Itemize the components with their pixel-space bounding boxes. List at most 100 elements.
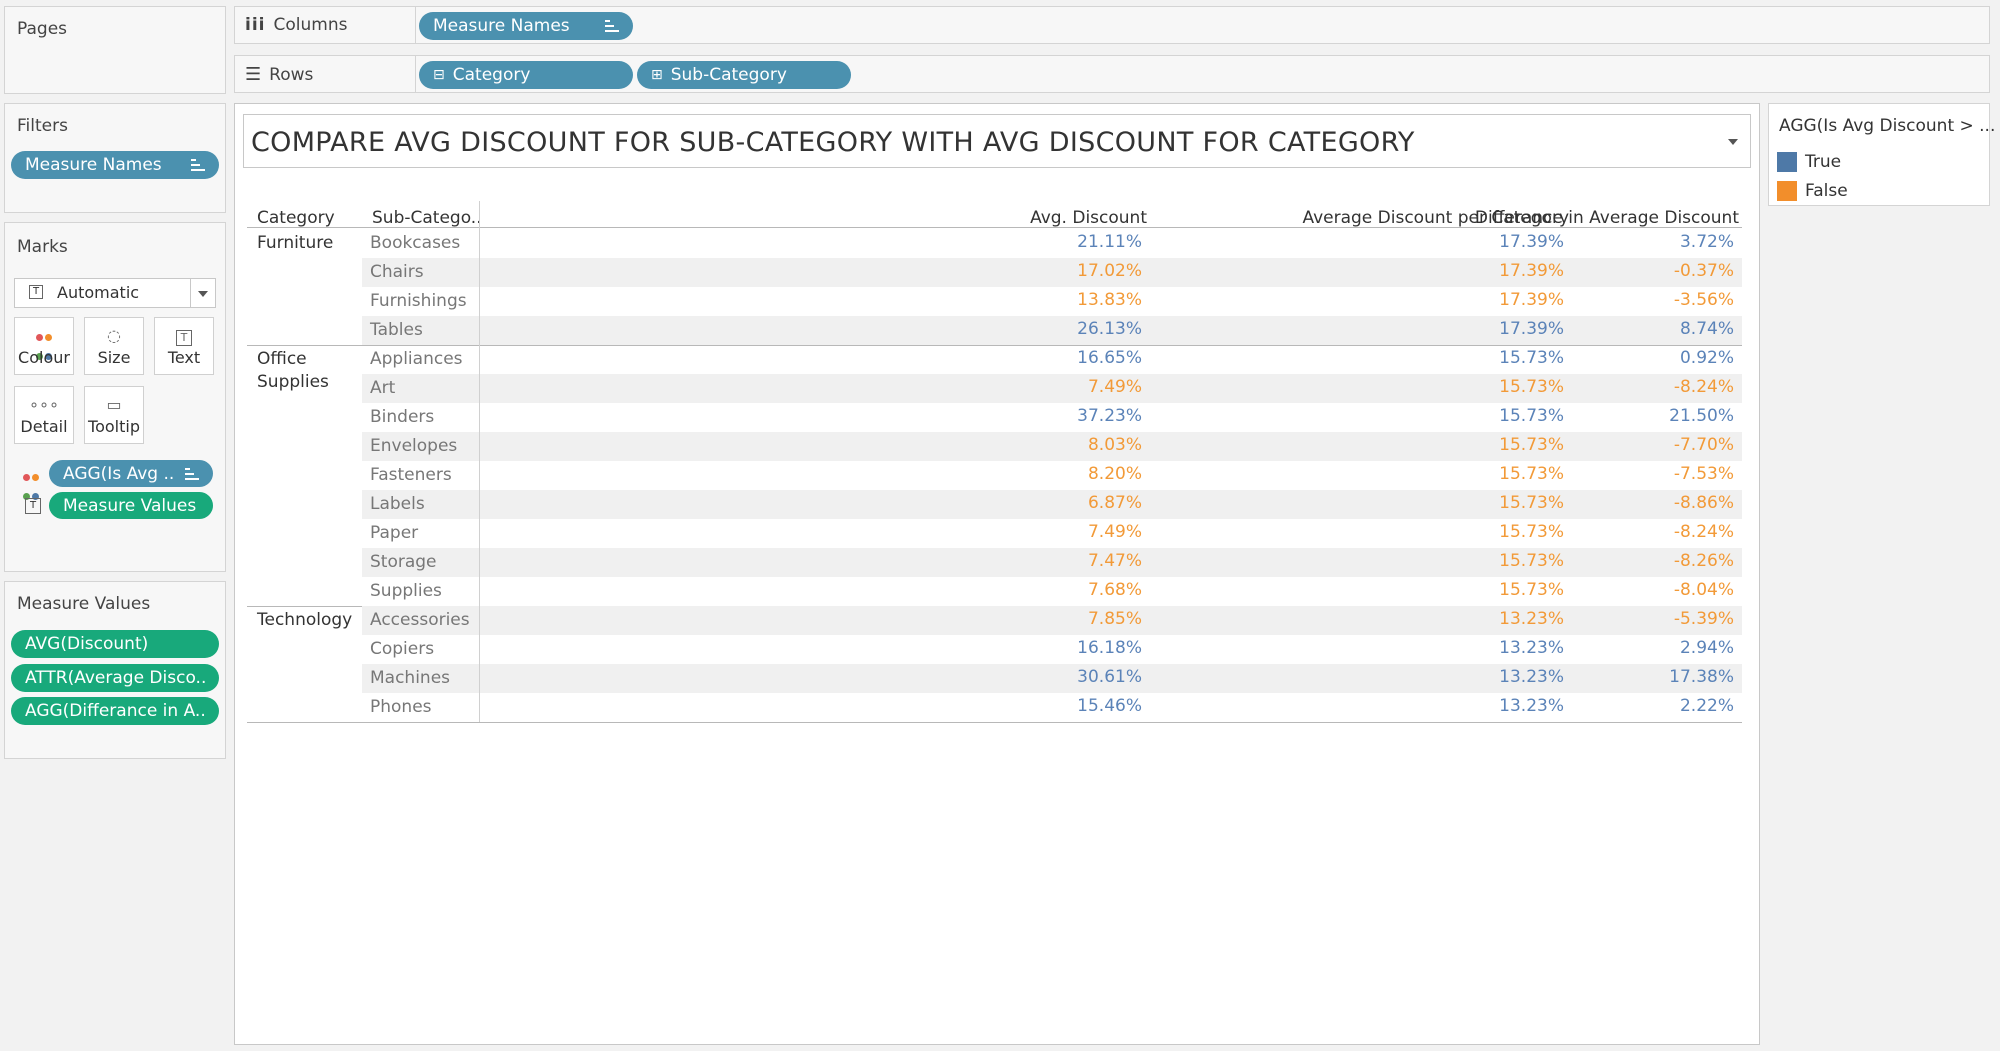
sub-category-cell[interactable]: Machines [370, 668, 451, 688]
mark-type-select[interactable]: T Automatic [14, 278, 216, 308]
sub-category-cell[interactable]: Chairs [370, 262, 424, 282]
sub-category-cell[interactable]: Binders [370, 407, 435, 427]
category-cell[interactable]: Technology [257, 610, 353, 630]
legend-item-false[interactable]: False [1777, 181, 1848, 201]
category-avg-discount-cell[interactable]: 13.23% [1499, 667, 1564, 687]
table-row[interactable]: Furnishings 13.83% 17.39% -3.56% [362, 287, 1742, 316]
measure-value-pill[interactable]: ATTR(Average Disco.. [11, 664, 219, 692]
table-row[interactable]: Supplies 7.68% 15.73% -8.04% [362, 577, 1742, 606]
category-avg-discount-cell[interactable]: 15.73% [1499, 493, 1564, 513]
header-differance-in-average-discount[interactable]: Differance in Average Discount [1474, 208, 1739, 228]
difference-cell[interactable]: 0.92% [1679, 348, 1734, 368]
detail-button[interactable]: ∘∘∘ Detail [14, 386, 74, 444]
sub-category-cell[interactable]: Paper [370, 523, 419, 543]
avg-discount-cell[interactable]: 8.03% [1087, 435, 1142, 455]
category-avg-discount-cell[interactable]: 15.73% [1499, 522, 1564, 542]
avg-discount-cell[interactable]: 13.83% [1077, 290, 1142, 310]
sub-category-cell[interactable]: Accessories [370, 610, 470, 630]
sub-category-cell[interactable]: Bookcases [370, 233, 461, 253]
difference-cell[interactable]: -0.37% [1673, 261, 1734, 281]
sub-category-cell[interactable]: Labels [370, 494, 425, 514]
avg-discount-cell[interactable]: 7.49% [1087, 377, 1142, 397]
collapse-icon[interactable]: ⊟ [433, 67, 445, 83]
avg-discount-cell[interactable]: 7.49% [1087, 522, 1142, 542]
sub-category-cell[interactable]: Fasteners [370, 465, 452, 485]
table-row[interactable]: Storage 7.47% 15.73% -8.26% [362, 548, 1742, 577]
difference-cell[interactable]: -3.56% [1673, 290, 1734, 310]
colour-button[interactable]: Colour [14, 317, 74, 375]
category-avg-discount-cell[interactable]: 15.73% [1499, 406, 1564, 426]
difference-cell[interactable]: -7.70% [1673, 435, 1734, 455]
category-avg-discount-cell[interactable]: 13.23% [1499, 638, 1564, 658]
difference-cell[interactable]: 3.72% [1679, 232, 1734, 252]
category-avg-discount-cell[interactable]: 13.23% [1499, 696, 1564, 716]
avg-discount-cell[interactable]: 26.13% [1077, 319, 1142, 339]
table-row[interactable]: Tables 26.13% 17.39% 8.74% [362, 316, 1742, 345]
sub-category-cell[interactable]: Supplies [370, 581, 442, 601]
tooltip-button[interactable]: ▭ Tooltip [84, 386, 144, 444]
category-avg-discount-cell[interactable]: 15.73% [1499, 551, 1564, 571]
sub-category-cell[interactable]: Phones [370, 697, 432, 717]
table-row[interactable]: Paper 7.49% 15.73% -8.24% [362, 519, 1742, 548]
table-row[interactable]: Copiers 16.18% 13.23% 2.94% [362, 635, 1742, 664]
legend-title[interactable]: AGG(Is Avg Discount > ... [1779, 116, 1996, 136]
rows-sub-category-pill[interactable]: ⊞ Sub-Category [637, 61, 851, 89]
table-row[interactable]: Binders 37.23% 15.73% 21.50% [362, 403, 1742, 432]
avg-discount-cell[interactable]: 8.20% [1087, 464, 1142, 484]
sub-category-cell[interactable]: Envelopes [370, 436, 458, 456]
difference-cell[interactable]: -5.39% [1673, 609, 1734, 629]
filter-measure-names-pill[interactable]: Measure Names [11, 151, 219, 179]
category-avg-discount-cell[interactable]: 17.39% [1499, 261, 1564, 281]
table-row[interactable]: Fasteners 8.20% 15.73% -7.53% [362, 461, 1742, 490]
avg-discount-cell[interactable]: 6.87% [1087, 493, 1142, 513]
avg-discount-cell[interactable]: 7.47% [1087, 551, 1142, 571]
difference-cell[interactable]: 21.50% [1669, 406, 1734, 426]
difference-cell[interactable]: -8.24% [1673, 377, 1734, 397]
table-row[interactable]: Appliances 16.65% 15.73% 0.92% [362, 345, 1742, 374]
table-row[interactable]: Art 7.49% 15.73% -8.24% [362, 374, 1742, 403]
size-button[interactable]: ◌ Size [84, 317, 144, 375]
marks-colour-pill[interactable]: AGG(Is Avg .. [49, 460, 213, 487]
category-avg-discount-cell[interactable]: 15.73% [1499, 377, 1564, 397]
category-avg-discount-cell[interactable]: 13.23% [1499, 609, 1564, 629]
rows-category-pill[interactable]: ⊟ Category [419, 61, 633, 89]
table-row[interactable]: Bookcases 21.11% 17.39% 3.72% [362, 229, 1742, 258]
category-avg-discount-cell[interactable]: 17.39% [1499, 290, 1564, 310]
category-avg-discount-cell[interactable]: 15.73% [1499, 348, 1564, 368]
measure-value-pill[interactable]: AGG(Differance in A.. [11, 697, 219, 725]
avg-discount-cell[interactable]: 37.23% [1077, 406, 1142, 426]
sub-category-cell[interactable]: Storage [370, 552, 437, 572]
category-avg-discount-cell[interactable]: 15.73% [1499, 580, 1564, 600]
difference-cell[interactable]: -8.24% [1673, 522, 1734, 542]
worksheet-title-box[interactable]: COMPARE AVG DISCOUNT FOR SUB-CATEGORY WI… [243, 114, 1751, 168]
avg-discount-cell[interactable]: 17.02% [1077, 261, 1142, 281]
table-row[interactable]: Labels 6.87% 15.73% -8.86% [362, 490, 1742, 519]
expand-icon[interactable]: ⊞ [651, 67, 663, 83]
avg-discount-cell[interactable]: 21.11% [1077, 232, 1142, 252]
marks-text-pill[interactable]: Measure Values [49, 492, 213, 519]
table-row[interactable]: Phones 15.46% 13.23% 2.22% [362, 693, 1742, 722]
rows-shelf[interactable]: ☰ Rows ⊟ Category ⊞ Sub-Category [234, 55, 1990, 93]
sub-category-cell[interactable]: Appliances [370, 349, 463, 369]
difference-cell[interactable]: 2.22% [1679, 696, 1734, 716]
difference-cell[interactable]: -8.86% [1673, 493, 1734, 513]
columns-shelf[interactable]: iii Columns Measure Names [234, 6, 1990, 44]
header-sub-category[interactable]: Sub-Catego.. [372, 208, 482, 228]
category-avg-discount-cell[interactable]: 15.73% [1499, 464, 1564, 484]
avg-discount-cell[interactable]: 16.65% [1077, 348, 1142, 368]
category-avg-discount-cell[interactable]: 17.39% [1499, 319, 1564, 339]
avg-discount-cell[interactable]: 7.68% [1087, 580, 1142, 600]
difference-cell[interactable]: 8.74% [1679, 319, 1734, 339]
legend-item-true[interactable]: True [1777, 152, 1841, 172]
text-button[interactable]: T Text [154, 317, 214, 375]
avg-discount-cell[interactable]: 15.46% [1077, 696, 1142, 716]
avg-discount-cell[interactable]: 30.61% [1077, 667, 1142, 687]
header-average-discount-per-category[interactable]: Average Discount per Category [1302, 208, 1569, 228]
difference-cell[interactable]: -7.53% [1673, 464, 1734, 484]
table-row[interactable]: Machines 30.61% 13.23% 17.38% [362, 664, 1742, 693]
table-row[interactable]: Envelopes 8.03% 15.73% -7.70% [362, 432, 1742, 461]
difference-cell[interactable]: 2.94% [1679, 638, 1734, 658]
category-cell[interactable]: Office Supplies [257, 349, 329, 392]
difference-cell[interactable]: -8.26% [1673, 551, 1734, 571]
avg-discount-cell[interactable]: 16.18% [1077, 638, 1142, 658]
